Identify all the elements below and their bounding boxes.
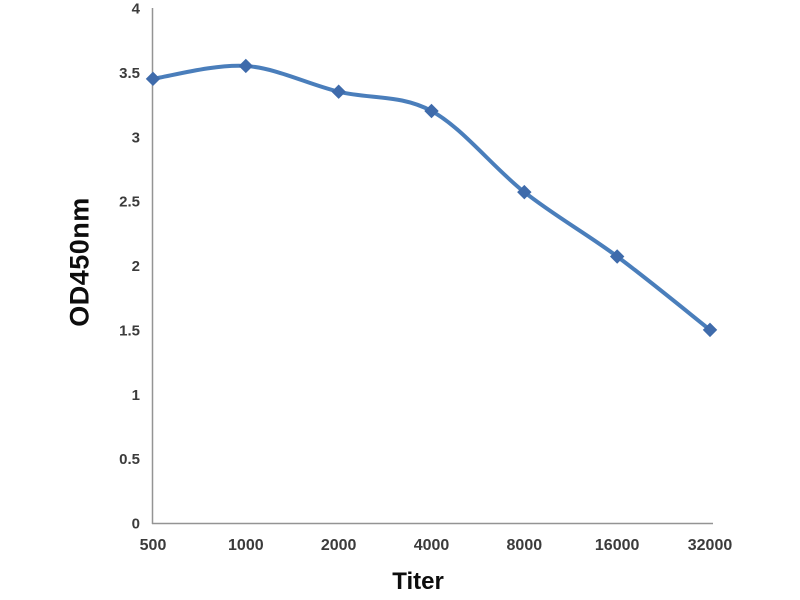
data-point-marker	[517, 184, 532, 200]
x-tick-label: 4000	[414, 537, 450, 554]
y-tick-label: 4	[132, 1, 141, 18]
x-tick-label: 8000	[507, 537, 543, 554]
data-point-marker	[424, 103, 439, 119]
x-tick-label: 16000	[595, 537, 640, 554]
x-tick-label: 1000	[228, 537, 264, 554]
x-tick-label: 500	[140, 537, 167, 554]
y-tick-label: 2	[132, 258, 140, 275]
y-tick-label: 3	[132, 129, 140, 146]
y-tick-label: 0.5	[119, 451, 140, 468]
y-tick-label: 1	[132, 387, 140, 404]
y-axis-title: OD450nm	[64, 197, 95, 327]
data-point-marker	[238, 58, 254, 74]
x-axis-title: Titer	[392, 568, 444, 595]
y-tick-label: 1.5	[119, 322, 140, 339]
y-tick-label: 2.5	[119, 194, 140, 211]
y-tick-label: 0	[132, 516, 140, 533]
x-tick-label: 32000	[688, 537, 733, 554]
data-point-marker	[145, 71, 161, 87]
data-point-marker	[331, 84, 346, 99]
data-point-marker	[702, 322, 718, 338]
x-tick-label: 2000	[321, 537, 357, 554]
y-tick-label: 3.5	[119, 65, 140, 82]
data-point-marker	[609, 249, 625, 264]
